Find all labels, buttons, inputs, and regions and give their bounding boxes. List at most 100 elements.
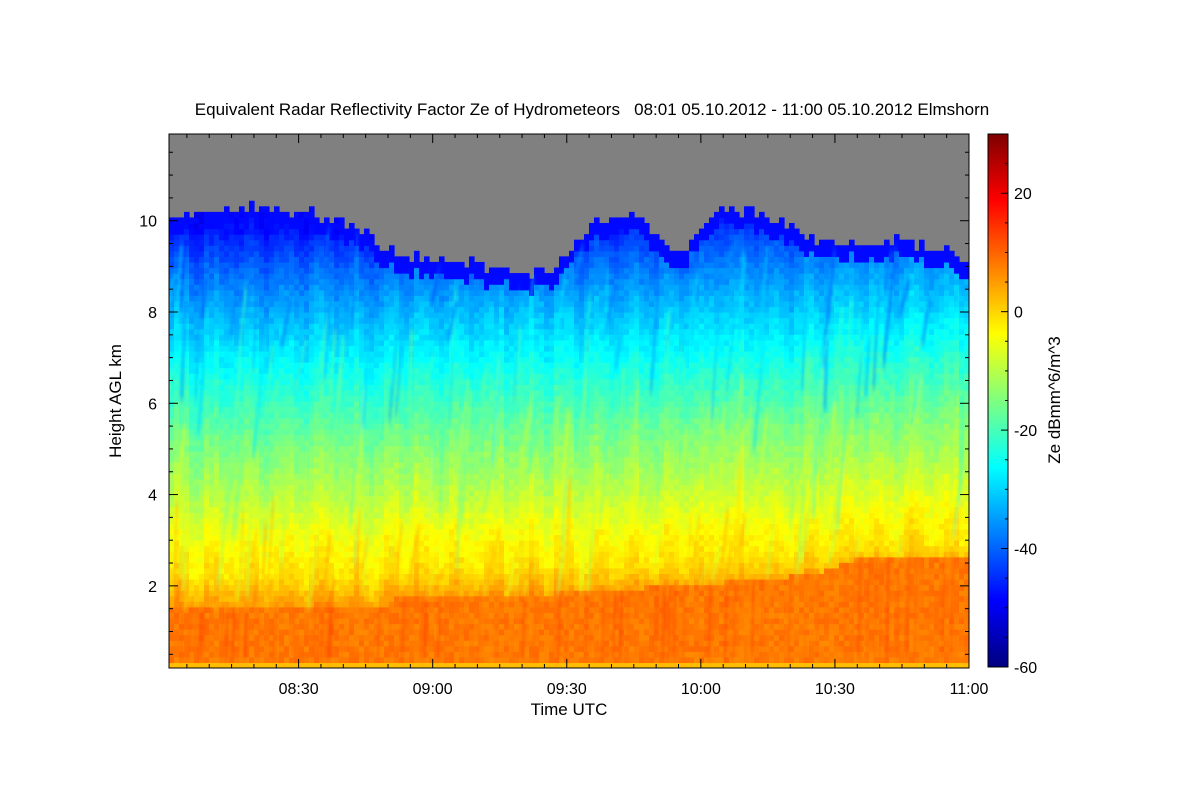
heatmap-cell: [289, 378, 295, 385]
heatmap-cell: [369, 284, 375, 291]
heatmap-cell: [399, 534, 405, 541]
heatmap-cell: [484, 629, 490, 636]
heatmap-cell: [419, 584, 425, 591]
heatmap-cell: [454, 289, 460, 296]
heatmap-cell: [354, 345, 360, 352]
heatmap-cell: [229, 345, 235, 352]
heatmap-cell: [259, 273, 265, 280]
heatmap-cell: [269, 373, 275, 380]
heatmap-cell: [279, 606, 285, 613]
heatmap-cell: [449, 428, 455, 435]
heatmap-cell: [384, 261, 390, 269]
heatmap-cell: [369, 323, 375, 330]
heatmap-cell: [369, 289, 375, 296]
heatmap-cell: [244, 478, 250, 486]
heatmap-cell: [409, 651, 415, 658]
heatmap-cell: [254, 651, 260, 658]
heatmap-cell: [234, 323, 240, 330]
heatmap-cell: [229, 412, 235, 419]
heatmap-cell: [259, 490, 265, 497]
heatmap-cell: [389, 467, 395, 474]
heatmap-cell: [309, 306, 315, 313]
heatmap-cell: [434, 551, 440, 558]
heatmap-cell: [444, 634, 450, 641]
heatmap-cell: [194, 595, 200, 602]
heatmap-cell: [209, 562, 215, 569]
heatmap-cell: [279, 211, 285, 219]
heatmap-cell: [264, 339, 270, 346]
heatmap-cell: [199, 601, 205, 608]
heatmap-cell: [484, 640, 490, 647]
heatmap-cell: [304, 261, 310, 269]
heatmap-cell: [404, 551, 410, 558]
heatmap-cell: [364, 428, 370, 435]
heatmap-cell: [214, 545, 220, 552]
heatmap-cell: [444, 345, 450, 352]
heatmap-cell: [279, 228, 285, 235]
heatmap-cell: [424, 295, 430, 302]
heatmap-cell: [219, 523, 225, 530]
heatmap-cell: [264, 551, 270, 558]
heatmap-cell: [479, 373, 485, 380]
heatmap-cell: [259, 350, 265, 358]
heatmap-cell: [419, 467, 425, 474]
heatmap-cell: [224, 345, 230, 352]
heatmap-cell: [174, 451, 180, 458]
heatmap-cell: [184, 567, 190, 575]
heatmap-cell: [369, 306, 375, 313]
heatmap-cell: [329, 350, 335, 358]
heatmap-cell: [384, 412, 390, 419]
heatmap-cell: [209, 462, 215, 469]
heatmap-cell: [339, 267, 345, 274]
heatmap-cell: [344, 284, 350, 291]
heatmap-cell: [224, 606, 230, 613]
heatmap-cell: [199, 278, 205, 285]
heatmap-cell: [319, 367, 325, 374]
heatmap-cell: [369, 645, 375, 652]
heatmap-cell: [229, 256, 235, 263]
heatmap-cell: [189, 317, 195, 324]
heatmap-cell: [184, 462, 190, 469]
heatmap-cell: [464, 278, 470, 285]
heatmap-cell: [384, 584, 390, 591]
heatmap-cell: [264, 434, 270, 441]
heatmap-cell: [224, 590, 230, 597]
heatmap-cell: [439, 490, 445, 497]
heatmap-cell: [194, 584, 200, 591]
heatmap-cell: [229, 339, 235, 346]
heatmap-cell: [334, 590, 340, 597]
heatmap-cell: [349, 528, 355, 536]
heatmap-cell: [354, 606, 360, 613]
heatmap-cell: [434, 623, 440, 630]
heatmap-cell: [339, 662, 345, 668]
heatmap-cell: [264, 223, 270, 230]
heatmap-cell: [469, 273, 475, 280]
heatmap-cell: [319, 295, 325, 302]
heatmap-cell: [479, 261, 485, 269]
heatmap-cell: [189, 528, 195, 536]
heatmap-cell: [289, 640, 295, 647]
heatmap-cell: [329, 256, 335, 263]
heatmap-cell: [384, 439, 390, 447]
heatmap-cell: [174, 634, 180, 641]
heatmap-cell: [234, 551, 240, 558]
heatmap-cell: [449, 467, 455, 474]
heatmap-cell: [209, 490, 215, 497]
heatmap-cell: [189, 484, 195, 491]
heatmap-cell: [184, 378, 190, 385]
heatmap-cell: [189, 295, 195, 302]
heatmap-cell: [254, 267, 260, 274]
heatmap-cell: [224, 378, 230, 385]
heatmap-cell: [464, 467, 470, 474]
heatmap-cell: [364, 517, 370, 524]
heatmap-cell: [419, 501, 425, 508]
heatmap-cell: [244, 640, 250, 647]
heatmap-cell: [404, 506, 410, 513]
heatmap-cell: [334, 562, 340, 569]
heatmap-cell: [199, 490, 205, 497]
heatmap-cell: [309, 434, 315, 441]
heatmap-cell: [299, 534, 305, 541]
heatmap-cell: [214, 295, 220, 302]
heatmap-cell: [479, 590, 485, 597]
heatmap-cell: [239, 278, 245, 285]
